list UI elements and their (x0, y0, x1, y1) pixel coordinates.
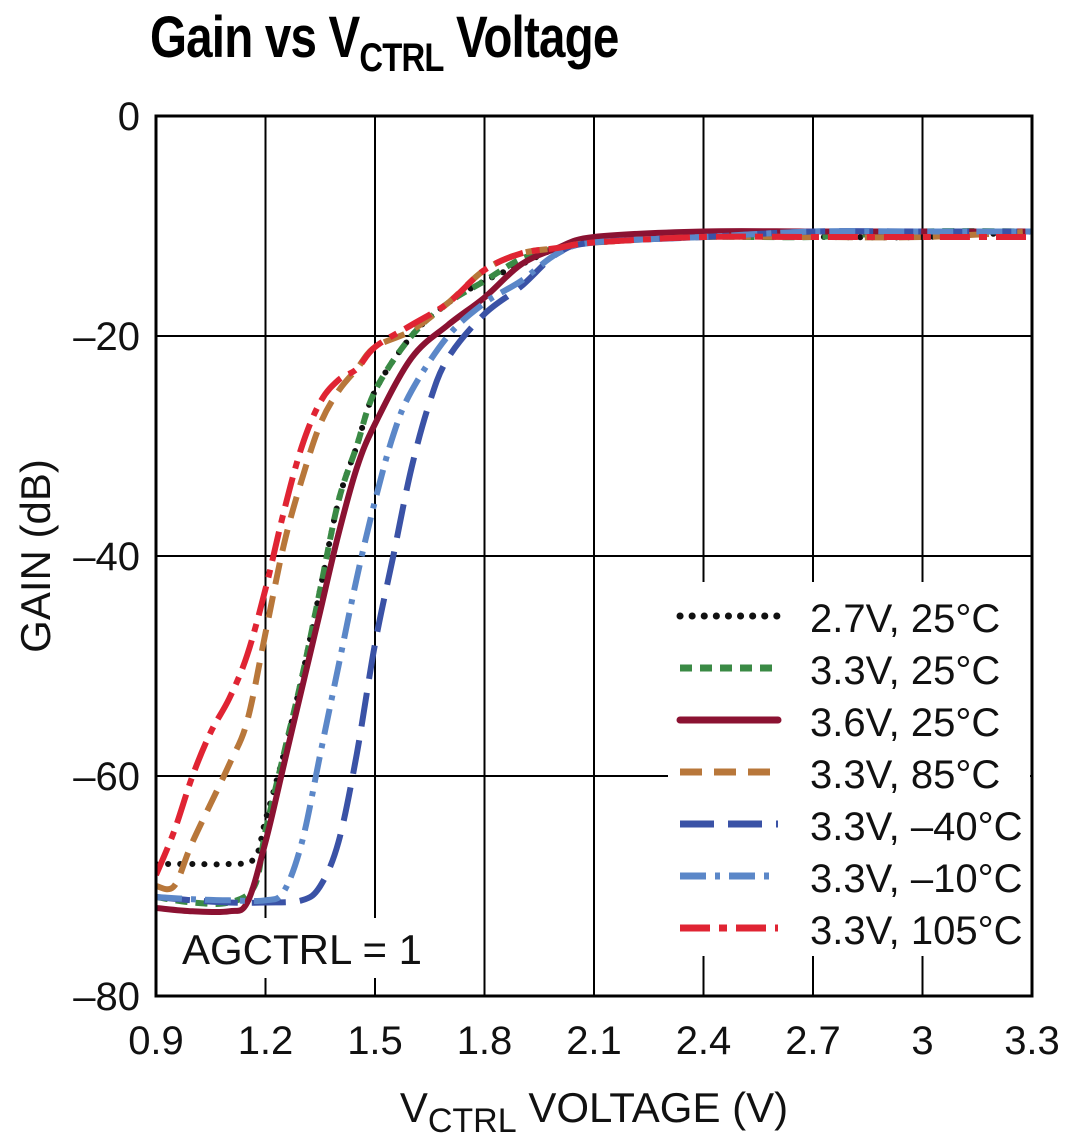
x-axis-label-pre: V (400, 1084, 428, 1131)
x-axis-label-post: VOLTAGE (V) (517, 1084, 788, 1131)
x-tick-label: 3.3 (1004, 1019, 1060, 1063)
x-tick-label: 1.8 (457, 1019, 513, 1063)
x-tick-labels: 0.9 1.2 1.5 1.8 2.1 2.4 2.7 3 3.3 (128, 1019, 1060, 1063)
y-tick-labels: 0 –20 –40 –60 –80 (73, 95, 140, 1019)
x-tick-label: 2.7 (785, 1019, 841, 1063)
series-line-5 (156, 228, 1032, 906)
series-line-3 (156, 228, 1032, 916)
y-tick-label: 0 (118, 95, 140, 139)
series-group (156, 228, 1032, 916)
x-tick-label: 1.2 (238, 1019, 294, 1063)
legend-label: 3.3V, –40°C (810, 805, 1022, 849)
chart-title-post: Voltage (443, 5, 619, 70)
y-tick-label: –20 (73, 315, 140, 359)
x-axis-label-sub: CTRL (428, 1102, 517, 1137)
series-line-7 (156, 233, 1032, 877)
chart-title-pre: Gain vs V (150, 5, 360, 70)
series-line-6 (156, 228, 1032, 905)
legend-label: 3.3V, 25°C (810, 649, 1000, 693)
x-axis-label: VCTRL VOLTAGE (V) (400, 1084, 788, 1137)
y-tick-label: –80 (73, 975, 140, 1019)
y-tick-label: –60 (73, 755, 140, 799)
annotation-agctrl: AGCTRL = 1 (182, 926, 422, 973)
annotation-background (170, 918, 420, 978)
x-tick-label: 0.9 (128, 1019, 184, 1063)
x-tick-label: 2.4 (676, 1019, 732, 1063)
legend-label: 2.7V, 25°C (810, 597, 1000, 641)
legend-label: 3.3V, –10°C (810, 857, 1022, 901)
legend-label: 3.3V, 105°C (810, 909, 1022, 953)
legend-label: 3.6V, 25°C (810, 701, 1000, 745)
y-tick-label: –40 (73, 535, 140, 579)
chart-title-sub: CTRL (359, 36, 444, 80)
legend-label: 3.3V, 85°C (810, 753, 1000, 797)
plot-frame (154, 114, 1034, 998)
x-tick-label: 1.5 (347, 1019, 403, 1063)
x-tick-label: 3 (911, 1019, 933, 1063)
x-tick-label: 2.1 (566, 1019, 622, 1063)
legend: 2.7V, 25°C 3.3V, 25°C 3.6V, 25°C 3.3V, 85°C… (676, 597, 1022, 953)
y-axis-label: GAIN (dB) (12, 459, 59, 653)
chart-title: Gain vs VCTRL Voltage (150, 4, 619, 81)
